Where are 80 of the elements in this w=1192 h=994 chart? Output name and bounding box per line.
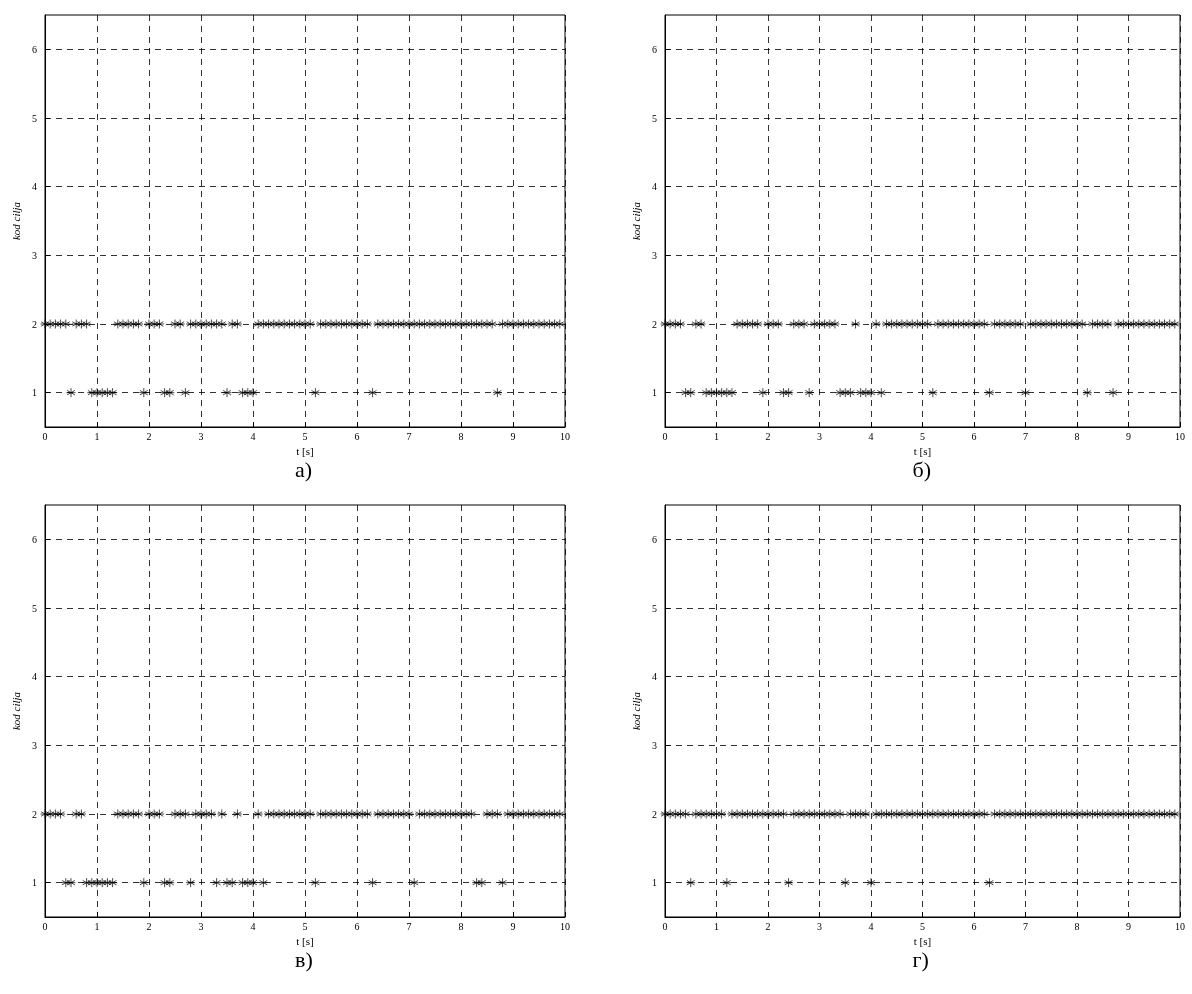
y-tick-label: 6 bbox=[32, 533, 37, 545]
y-tick-label: 3 bbox=[32, 739, 37, 751]
y-tick-label: 6 bbox=[32, 43, 37, 55]
x-tick-label: 6 bbox=[354, 920, 360, 932]
x-tick-label: 2 bbox=[146, 920, 152, 932]
y-tick-label: 1 bbox=[32, 387, 37, 399]
x-tick-label: 1 bbox=[714, 920, 719, 932]
x-tick-label: 3 bbox=[817, 430, 822, 442]
y-tick-label: 5 bbox=[32, 112, 37, 124]
x-tick-label: 3 bbox=[198, 920, 204, 932]
x-tick-label: 1 bbox=[94, 920, 100, 932]
x-tick-label: 2 bbox=[146, 430, 152, 442]
y-tick-label: 3 bbox=[652, 739, 657, 751]
y-tick-label: 5 bbox=[652, 112, 657, 124]
x-tick-label: 0 bbox=[42, 920, 48, 932]
x-tick-label: 6 bbox=[971, 430, 977, 442]
y-tick-label: 3 bbox=[32, 249, 37, 261]
x-tick-label: 3 bbox=[198, 430, 204, 442]
x-tick-label: 0 bbox=[662, 920, 668, 932]
text: г) bbox=[912, 946, 929, 972]
x-tick-label: 7 bbox=[1023, 430, 1028, 442]
y-tick-label: 6 bbox=[652, 533, 657, 545]
x-tick-label: 1 bbox=[94, 430, 100, 442]
y-axis-title: kod cilja bbox=[9, 201, 22, 241]
x-tick-label: 5 bbox=[302, 920, 308, 932]
x-tick-label: 4 bbox=[250, 920, 256, 932]
x-tick-label: 3 bbox=[817, 920, 822, 932]
y-tick-label: 4 bbox=[32, 181, 37, 193]
x-tick-label: 5 bbox=[920, 920, 925, 932]
x-tick-label: 9 bbox=[510, 430, 516, 442]
x-tick-label: 0 bbox=[662, 430, 668, 442]
x-tick-label: 4 bbox=[868, 430, 874, 442]
y-tick-label: 4 bbox=[652, 181, 657, 193]
y-tick-label: 2 bbox=[652, 808, 657, 820]
y-tick-label: 3 bbox=[652, 249, 657, 261]
x-tick-label: 5 bbox=[302, 430, 308, 442]
x-tick-label: 10 bbox=[1175, 430, 1185, 442]
text: а) bbox=[295, 456, 313, 482]
x-tick-label: 10 bbox=[1175, 920, 1185, 932]
x-tick-label: 5 bbox=[920, 430, 925, 442]
y-tick-label: 4 bbox=[652, 671, 657, 683]
y-axis-title: kod cilja bbox=[9, 691, 22, 731]
x-tick-label: 8 bbox=[1074, 430, 1080, 442]
x-tick-label: 0 bbox=[42, 430, 48, 442]
x-tick-label: 8 bbox=[458, 430, 464, 442]
y-tick-label: 2 bbox=[652, 318, 657, 330]
x-tick-label: 4 bbox=[868, 920, 874, 932]
x-tick-label: 1 bbox=[714, 430, 719, 442]
x-tick-label: 8 bbox=[458, 920, 464, 932]
x-tick-label: 9 bbox=[510, 920, 516, 932]
x-tick-label: 4 bbox=[250, 430, 256, 442]
x-tick-label: 6 bbox=[971, 920, 977, 932]
y-axis-title: kod cilja bbox=[629, 691, 642, 731]
x-axis-title: t [s] bbox=[296, 445, 314, 458]
x-tick-label: 7 bbox=[406, 920, 412, 932]
x-tick-label: 10 bbox=[560, 920, 570, 932]
x-tick-label: 7 bbox=[406, 430, 412, 442]
x-tick-label: 2 bbox=[765, 920, 771, 932]
x-tick-label: 9 bbox=[1126, 430, 1131, 442]
y-tick-label: 6 bbox=[652, 43, 657, 55]
x-axis-title: t [s] bbox=[296, 935, 314, 948]
x-tick-label: 10 bbox=[560, 430, 570, 442]
y-axis-title: kod cilja bbox=[629, 201, 642, 241]
x-tick-label: 2 bbox=[765, 430, 771, 442]
text: б) bbox=[912, 456, 932, 482]
x-tick-label: 9 bbox=[1126, 920, 1131, 932]
y-tick-label: 4 bbox=[32, 671, 37, 683]
x-axis-title: t [s] bbox=[913, 935, 932, 948]
y-tick-label: 5 bbox=[652, 602, 657, 614]
x-tick-label: 8 bbox=[1074, 920, 1080, 932]
x-tick-label: 6 bbox=[354, 430, 360, 442]
y-tick-label: 5 bbox=[32, 602, 37, 614]
text: в) bbox=[295, 946, 313, 972]
y-tick-label: 1 bbox=[652, 387, 657, 399]
y-tick-label: 1 bbox=[652, 877, 657, 889]
y-tick-label: 2 bbox=[32, 808, 37, 820]
x-tick-label: 7 bbox=[1023, 920, 1028, 932]
y-tick-label: 1 bbox=[32, 877, 37, 889]
y-tick-label: 2 bbox=[32, 318, 37, 330]
x-axis-title: t [s] bbox=[913, 445, 932, 458]
